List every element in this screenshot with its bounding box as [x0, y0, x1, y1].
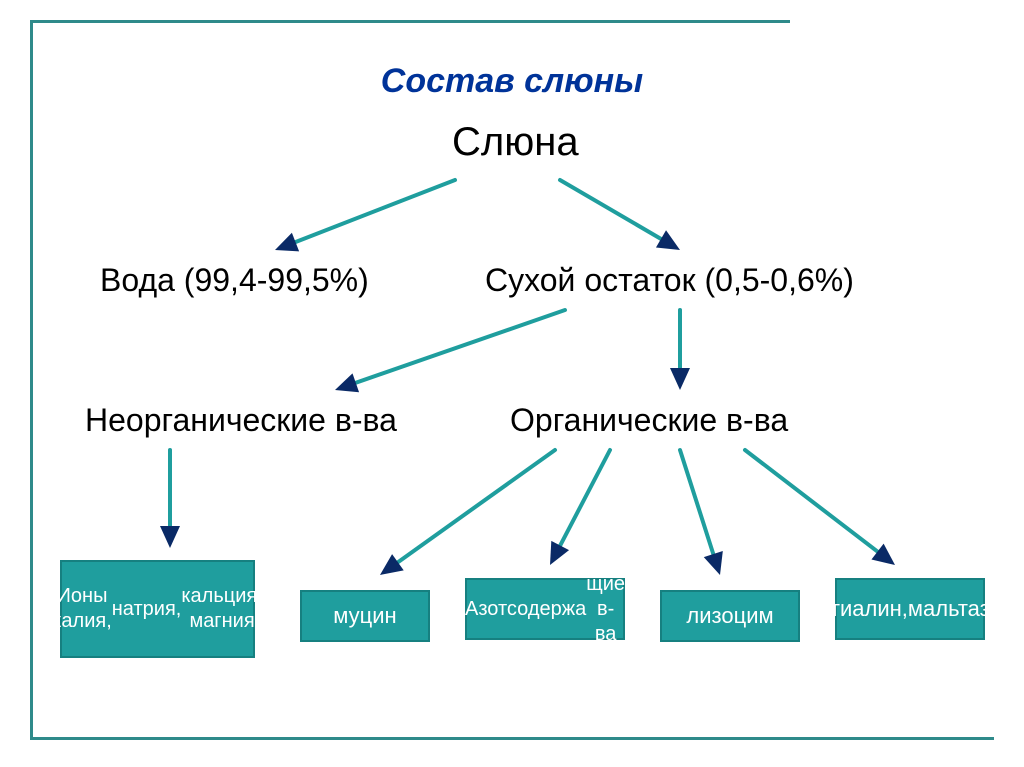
- box-mucin: муцин: [300, 590, 430, 642]
- box-ions: Ионы калия,натрия,кальция, магния: [60, 560, 255, 658]
- node-dry: Сухой остаток (0,5-0,6%): [485, 262, 854, 299]
- box-lysozyme: лизоцим: [660, 590, 800, 642]
- box-ptyalin: птиалин,мальтаза: [835, 578, 985, 640]
- node-water: Вода (99,4-99,5%): [100, 262, 369, 299]
- diagram-title: Состав слюны: [0, 62, 1024, 101]
- frame-bottom: [30, 737, 994, 740]
- box-nitrogen: Азотсодержащие в-ва: [465, 578, 625, 640]
- node-inorg: Неорганические в-ва: [85, 402, 397, 439]
- frame-top: [30, 20, 790, 23]
- node-org: Органические в-ва: [510, 402, 788, 439]
- frame-left: [30, 20, 33, 740]
- node-root: Слюна: [452, 120, 579, 165]
